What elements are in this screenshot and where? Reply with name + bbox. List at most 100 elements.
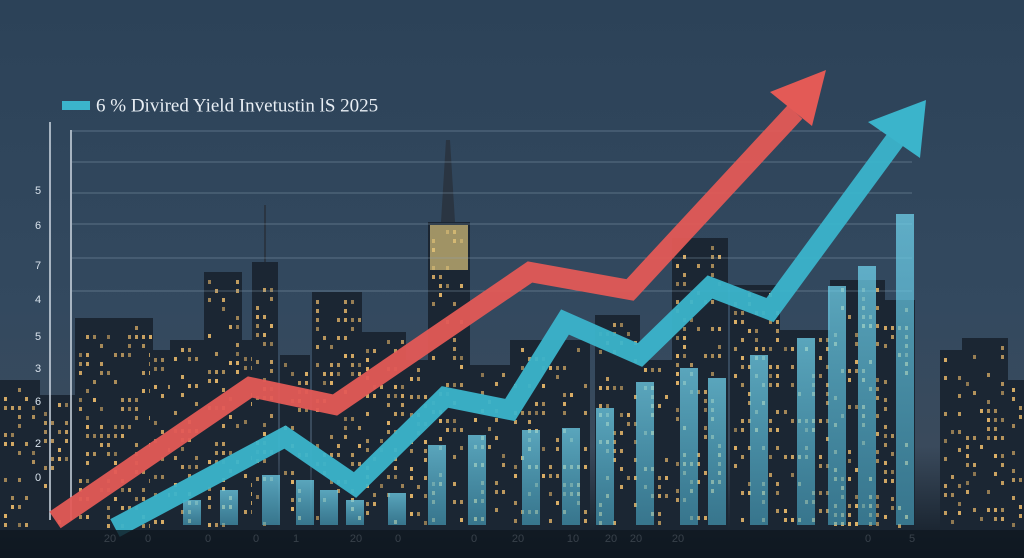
window xyxy=(697,453,700,457)
window xyxy=(683,354,686,358)
window xyxy=(4,523,7,527)
window xyxy=(676,498,679,502)
window xyxy=(718,255,721,259)
window xyxy=(658,368,661,372)
window xyxy=(18,388,21,392)
window xyxy=(366,367,369,371)
window xyxy=(658,476,661,480)
bar xyxy=(636,382,654,525)
window xyxy=(891,497,894,501)
window xyxy=(748,401,751,405)
window xyxy=(366,502,369,506)
window xyxy=(819,374,822,378)
window xyxy=(222,388,225,392)
window xyxy=(215,442,218,446)
window xyxy=(387,475,390,479)
window xyxy=(18,523,21,527)
window xyxy=(51,457,54,461)
window xyxy=(634,503,637,507)
window xyxy=(784,455,787,459)
window xyxy=(114,353,117,357)
window xyxy=(351,462,354,466)
bar xyxy=(562,428,580,525)
window xyxy=(188,348,191,352)
window xyxy=(495,481,498,485)
window xyxy=(1019,514,1022,518)
window xyxy=(244,474,247,478)
window xyxy=(417,368,420,372)
window xyxy=(401,340,404,344)
window xyxy=(734,320,737,324)
window xyxy=(502,373,505,377)
window xyxy=(741,383,744,387)
window xyxy=(718,345,721,349)
window xyxy=(128,506,131,510)
window xyxy=(884,479,887,483)
window xyxy=(330,372,333,376)
window xyxy=(1001,481,1004,485)
window xyxy=(135,443,138,447)
window xyxy=(446,419,449,423)
window xyxy=(776,338,779,342)
window xyxy=(876,342,879,346)
window xyxy=(154,385,157,389)
window xyxy=(658,485,661,489)
window xyxy=(769,428,772,432)
window xyxy=(79,371,82,375)
window xyxy=(380,439,383,443)
window xyxy=(291,480,294,484)
window xyxy=(330,381,333,385)
window xyxy=(344,417,347,421)
window xyxy=(394,385,397,389)
window xyxy=(270,414,273,418)
window xyxy=(330,345,333,349)
window xyxy=(439,275,442,279)
window xyxy=(514,474,517,478)
window xyxy=(951,493,954,497)
window xyxy=(542,384,545,388)
window xyxy=(453,302,456,306)
window xyxy=(188,465,191,469)
window xyxy=(366,358,369,362)
window xyxy=(819,491,822,495)
window xyxy=(711,255,714,259)
window xyxy=(855,468,858,472)
window xyxy=(344,309,347,313)
window xyxy=(734,374,737,378)
window xyxy=(65,430,68,434)
window xyxy=(222,424,225,428)
window xyxy=(848,405,851,409)
window xyxy=(613,449,616,453)
window xyxy=(330,480,333,484)
window xyxy=(337,336,340,340)
window xyxy=(748,392,751,396)
window xyxy=(855,360,858,364)
window xyxy=(704,435,707,439)
window xyxy=(51,439,54,443)
window xyxy=(697,327,700,331)
window xyxy=(424,458,427,462)
window xyxy=(401,385,404,389)
window xyxy=(634,422,637,426)
window xyxy=(4,433,7,437)
window xyxy=(263,315,266,319)
window xyxy=(128,488,131,492)
window xyxy=(107,434,110,438)
window xyxy=(958,430,961,434)
window xyxy=(658,512,661,516)
window xyxy=(93,380,96,384)
window xyxy=(1012,388,1015,392)
window xyxy=(316,309,319,313)
window xyxy=(683,255,686,259)
window xyxy=(351,354,354,358)
window xyxy=(439,284,442,288)
window xyxy=(161,358,164,362)
window xyxy=(776,482,779,486)
window xyxy=(229,451,232,455)
window xyxy=(620,323,623,327)
window xyxy=(410,449,413,453)
window xyxy=(876,324,879,328)
building xyxy=(962,338,1008,530)
window xyxy=(944,412,947,416)
window xyxy=(958,502,961,506)
